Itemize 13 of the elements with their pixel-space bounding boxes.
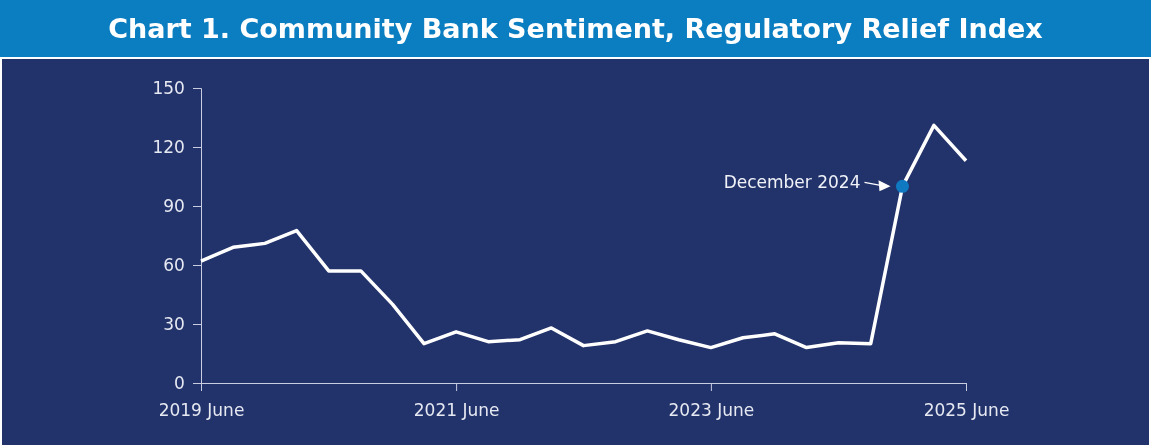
y-tick-label: 150 bbox=[152, 77, 185, 98]
y-tick-label: 90 bbox=[163, 195, 185, 216]
x-tick-label: 2023 June bbox=[668, 400, 755, 421]
x-tick-label: 2019 June bbox=[158, 400, 245, 421]
y-tick-label: 0 bbox=[174, 372, 185, 393]
x-tick-label: 2025 June bbox=[923, 400, 1010, 421]
y-tick-label: 60 bbox=[163, 254, 185, 275]
chart-title: Chart 1. Community Bank Sentiment, Regulatory Relief Index bbox=[0, 0, 1151, 57]
line-series bbox=[199, 123, 968, 350]
y-tick-label: 120 bbox=[152, 136, 185, 157]
y-tick-label: 30 bbox=[163, 313, 185, 334]
annotation: December 2024 bbox=[723, 172, 861, 193]
x-tick-label: 2021 June bbox=[413, 400, 500, 421]
